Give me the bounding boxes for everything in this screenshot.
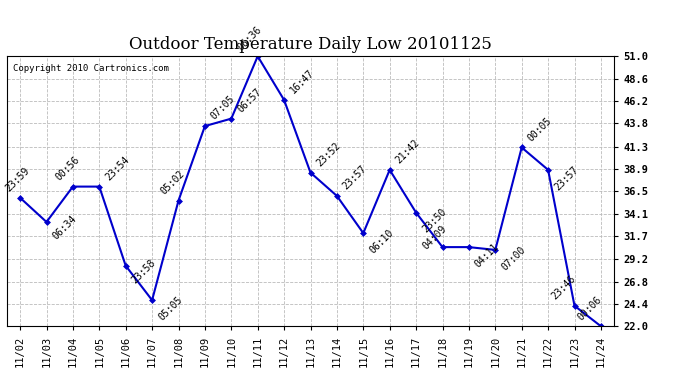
Text: 23:58: 23:58 — [130, 257, 158, 285]
Text: 23:59: 23:59 — [3, 166, 31, 194]
Text: 06:10: 06:10 — [368, 228, 395, 255]
Text: 04:11: 04:11 — [473, 242, 501, 269]
Text: 00:56: 00:56 — [53, 154, 81, 182]
Text: 07:00: 07:00 — [500, 244, 527, 272]
Text: 06:36: 06:36 — [235, 24, 264, 52]
Title: Outdoor Temperature Daily Low 20101125: Outdoor Temperature Daily Low 20101125 — [129, 36, 492, 53]
Text: 04:09: 04:09 — [420, 224, 448, 251]
Text: 07:05: 07:05 — [209, 94, 237, 122]
Text: 00:05: 00:05 — [526, 116, 553, 143]
Text: 23:46: 23:46 — [549, 274, 578, 302]
Text: 00:06: 00:06 — [576, 294, 604, 322]
Text: 23:52: 23:52 — [315, 141, 342, 168]
Text: 23:57: 23:57 — [341, 164, 369, 192]
Text: 05:02: 05:02 — [159, 168, 187, 196]
Text: 06:34: 06:34 — [50, 214, 79, 242]
Text: 23:54: 23:54 — [104, 154, 131, 182]
Text: 16:47: 16:47 — [288, 68, 316, 96]
Text: 23:57: 23:57 — [552, 164, 580, 192]
Text: 21:42: 21:42 — [394, 138, 422, 166]
Text: 06:57: 06:57 — [235, 87, 264, 114]
Text: Copyright 2010 Cartronics.com: Copyright 2010 Cartronics.com — [13, 64, 169, 74]
Text: 05:05: 05:05 — [156, 294, 184, 322]
Text: 23:50: 23:50 — [420, 207, 448, 235]
